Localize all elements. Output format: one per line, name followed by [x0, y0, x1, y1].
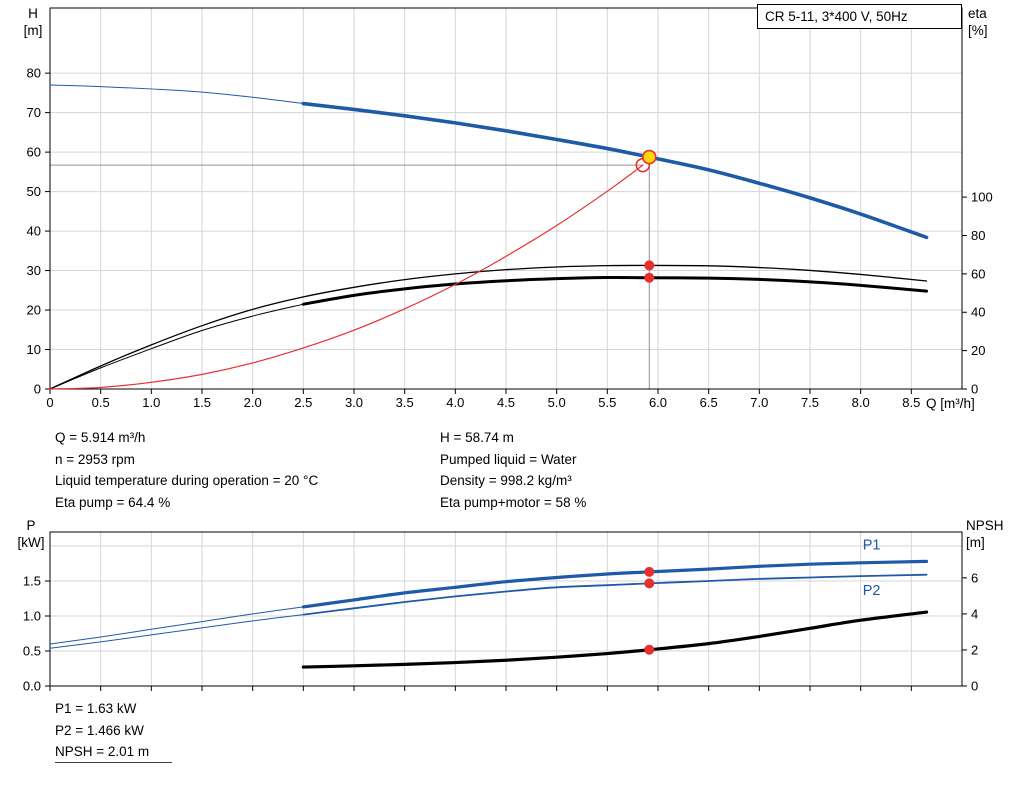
series-label-P2: P2 — [863, 583, 881, 599]
eta-axis-unit: [%] — [968, 23, 988, 38]
eta-pump-motor-curve — [301, 275, 929, 306]
head-curve — [301, 101, 929, 240]
npsh-axis-unit: [m] — [966, 535, 985, 550]
svg-text:60: 60 — [971, 266, 985, 281]
series-label-P1: P1 — [863, 538, 881, 554]
p1-point — [644, 566, 655, 577]
svg-text:6.0: 6.0 — [649, 395, 667, 410]
info-speed: n = 2953 rpm — [55, 451, 135, 467]
eta-pump-motor-lead-in — [49, 303, 304, 390]
svg-text:0.5: 0.5 — [23, 644, 41, 659]
svg-text:8.5: 8.5 — [902, 395, 920, 410]
info-p1: P1 = 1.63 kW — [55, 701, 137, 716]
p2-point — [644, 578, 655, 589]
p-axis-label: P [kW] — [12, 517, 50, 551]
svg-text:2: 2 — [971, 642, 978, 657]
svg-text:60: 60 — [27, 145, 41, 160]
pump-model-title: CR 5-11, 3*400 V, 50Hz — [757, 4, 962, 29]
svg-text:70: 70 — [27, 105, 41, 120]
svg-text:5.5: 5.5 — [598, 395, 616, 410]
system-curve — [49, 164, 644, 390]
svg-text:2.5: 2.5 — [294, 395, 312, 410]
p2-curve — [302, 573, 928, 616]
svg-text:6.5: 6.5 — [700, 395, 718, 410]
svg-text:1.0: 1.0 — [23, 609, 41, 624]
info-pumped-liquid: Pumped liquid = Water — [440, 451, 577, 467]
svg-text:7.0: 7.0 — [750, 395, 768, 410]
eta-pump-curve — [49, 264, 928, 390]
svg-text:0: 0 — [46, 395, 53, 410]
svg-text:7.5: 7.5 — [801, 395, 819, 410]
svg-text:80: 80 — [971, 228, 985, 243]
npsh-axis-label: NPSH [m] — [966, 517, 1020, 551]
svg-text:2.0: 2.0 — [244, 395, 262, 410]
eta-pump-point — [644, 260, 655, 271]
info-head: H = 58.74 m — [440, 430, 514, 445]
h-axis-label: H [m] — [16, 5, 50, 39]
duty-info-left-column: Q = 5.914 m³/h n = 2953 rpm Liquid tempe… — [55, 427, 318, 513]
info-eta-pump-motor: Eta pump+motor = 58 % — [440, 494, 587, 510]
hq-eta-chart: 0 10 20 30 40 50 60 70 80 0 20 40 60 80 100 0 0.5 1.0 1.5 2… — [27, 7, 993, 410]
info-liquid-temperature: Liquid temperature during operation = 20… — [55, 473, 319, 488]
svg-text:30: 30 — [27, 263, 41, 278]
h-axis-symbol: H — [28, 6, 38, 21]
svg-text:0: 0 — [34, 382, 41, 397]
svg-text:40: 40 — [27, 224, 41, 239]
power-npsh-chart: 0.0 0.5 1.0 1.5 0 2 4 6 P1 P2 — [23, 531, 978, 694]
svg-text:50: 50 — [27, 184, 41, 199]
npsh-underline — [55, 762, 172, 763]
svg-text:0.5: 0.5 — [92, 395, 110, 410]
svg-text:1.5: 1.5 — [23, 574, 41, 589]
svg-text:8.0: 8.0 — [852, 395, 870, 410]
svg-text:4.0: 4.0 — [446, 395, 464, 410]
eta-axis-label: eta [%] — [968, 5, 1016, 39]
svg-text:4: 4 — [971, 606, 978, 621]
eta-axis-symbol: eta — [968, 6, 987, 21]
svg-text:10: 10 — [27, 342, 41, 357]
svg-text:0.0: 0.0 — [23, 679, 41, 694]
svg-text:20: 20 — [27, 303, 41, 318]
svg-text:5.0: 5.0 — [548, 395, 566, 410]
head-curve-lead-in — [49, 84, 304, 105]
svg-text:80: 80 — [27, 66, 41, 81]
p2-lead-in — [49, 614, 304, 649]
duty-info-right-column: H = 58.74 m Pumped liquid = Water Densit… — [440, 427, 586, 513]
power-info-column: P1 = 1.63 kW P2 = 1.466 kW NPSH = 2.01 m — [55, 698, 149, 763]
svg-text:20: 20 — [971, 343, 985, 358]
svg-text:3.5: 3.5 — [396, 395, 414, 410]
svg-text:3.0: 3.0 — [345, 395, 363, 410]
p-axis-unit: [kW] — [17, 535, 45, 550]
svg-text:100: 100 — [971, 190, 993, 205]
npsh-point — [644, 644, 655, 655]
svg-text:0: 0 — [971, 382, 978, 397]
info-eta-pump: Eta pump = 64.4 % — [55, 494, 171, 510]
p-axis-symbol: P — [26, 518, 36, 533]
npsh-axis-symbol: NPSH — [966, 518, 1004, 533]
info-density: Density = 998.2 kg/m³ — [440, 473, 572, 488]
svg-text:40: 40 — [971, 305, 985, 320]
npsh-curve — [301, 610, 929, 669]
info-p2: P2 = 1.466 kW — [55, 722, 144, 738]
h-axis-unit: [m] — [23, 23, 43, 38]
info-npsh: NPSH = 2.01 m — [55, 744, 150, 759]
svg-text:0: 0 — [971, 679, 978, 694]
svg-text:1.5: 1.5 — [193, 395, 211, 410]
svg-text:1.0: 1.0 — [142, 395, 160, 410]
info-flow: Q = 5.914 m³/h — [55, 430, 146, 445]
duty-point[interactable] — [641, 149, 657, 165]
q-axis-label: Q [m³/h] — [926, 396, 975, 411]
eta-pump-motor-point — [644, 272, 655, 283]
svg-text:6: 6 — [971, 570, 978, 585]
svg-text:4.5: 4.5 — [497, 395, 515, 410]
p1-lead-in — [49, 606, 304, 645]
p1-curve — [301, 559, 929, 609]
